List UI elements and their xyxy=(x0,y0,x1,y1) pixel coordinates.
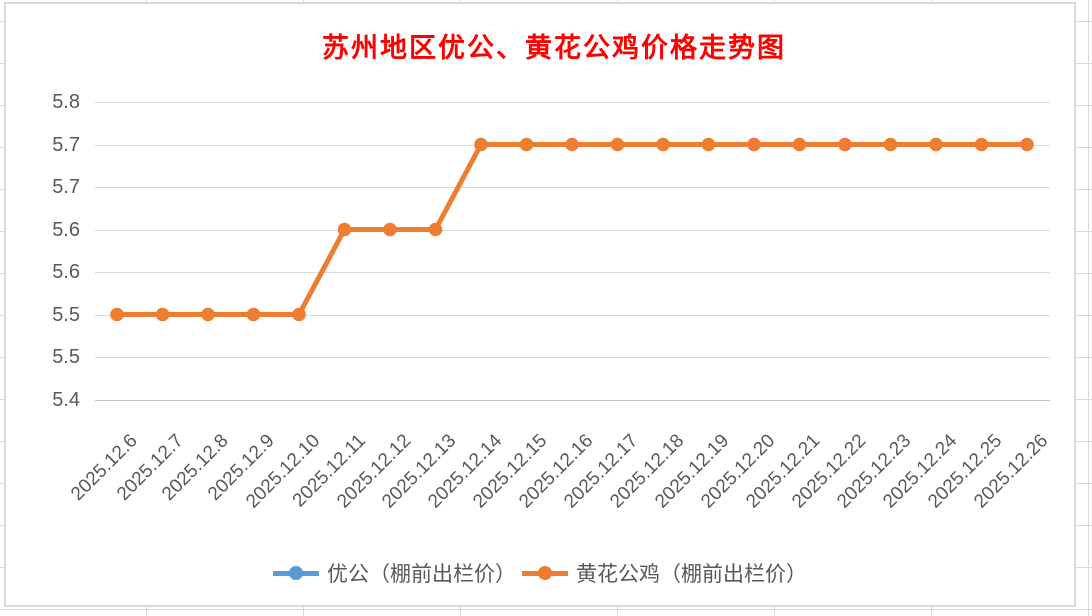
legend-line-marker-icon xyxy=(522,566,568,581)
gridline xyxy=(95,357,1050,358)
series-line xyxy=(114,142,1030,317)
y-tick-label: 5.7 xyxy=(52,133,80,156)
y-tick-label: 5.8 xyxy=(52,91,80,113)
data-point-marker xyxy=(428,222,443,237)
legend-label: 黄花公鸡（棚前出栏价） xyxy=(576,562,807,586)
data-point-marker xyxy=(610,137,625,152)
data-point-marker xyxy=(701,137,716,152)
series-plot xyxy=(110,137,1034,322)
data-point-marker xyxy=(246,307,261,322)
data-point-marker xyxy=(110,307,124,322)
data-point-marker xyxy=(383,222,397,237)
data-point-marker xyxy=(974,137,989,152)
y-tick-label: 5.4 xyxy=(52,388,80,411)
legend-item: 优公（棚前出栏价） xyxy=(273,558,516,588)
series-line xyxy=(114,142,1030,317)
data-point-marker xyxy=(201,307,215,322)
data-point-marker xyxy=(337,222,352,237)
chart-container[interactable]: 苏州地区优公、黄花公鸡价格走势图 5.8 5.7 5.7 5.6 5.6 5.5 5.5 5.… xyxy=(4,2,1076,607)
legend-line-marker-icon xyxy=(273,566,319,581)
y-tick-label: 5.6 xyxy=(52,218,80,241)
y-tick-label: 5.7 xyxy=(52,176,80,198)
gridline xyxy=(95,102,1050,103)
data-point-marker xyxy=(155,307,170,322)
gridline xyxy=(95,187,1050,188)
data-point-marker xyxy=(474,137,488,152)
data-point-marker xyxy=(519,137,534,152)
chart-title: 苏州地区优公、黄花公鸡价格走势图 xyxy=(322,33,786,63)
data-point-marker xyxy=(883,137,898,152)
gridline xyxy=(95,314,1050,316)
legend-item: 黄花公鸡（棚前出栏价） xyxy=(522,558,807,588)
data-point-marker xyxy=(656,137,670,152)
y-tick-label: 5.5 xyxy=(52,303,80,326)
data-point-marker xyxy=(565,137,579,152)
data-point-marker xyxy=(838,137,852,152)
data-point-marker xyxy=(792,137,807,152)
y-tick-label: 5.5 xyxy=(52,346,80,368)
x-axis-line xyxy=(95,399,1050,401)
data-point-marker xyxy=(747,137,761,152)
data-point-marker xyxy=(1020,137,1034,152)
legend-label: 优公（棚前出栏价） xyxy=(327,562,516,586)
data-point-marker xyxy=(929,137,943,152)
gridline xyxy=(95,229,1050,231)
gridline xyxy=(95,272,1050,273)
data-point-marker xyxy=(292,307,306,322)
y-tick-label: 5.6 xyxy=(52,261,80,283)
chart-legend: 优公（棚前出栏价） 黄花公鸡（棚前出栏价） xyxy=(6,558,1074,588)
